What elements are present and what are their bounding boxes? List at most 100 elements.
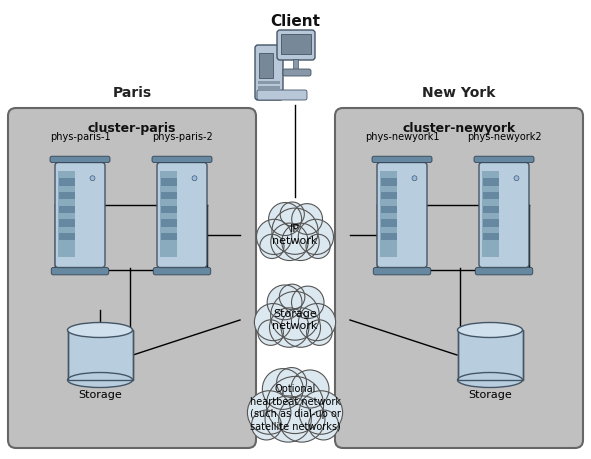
Bar — [256, 108, 335, 448]
FancyBboxPatch shape — [479, 162, 529, 268]
Bar — [59, 178, 74, 185]
Circle shape — [260, 234, 284, 258]
FancyBboxPatch shape — [277, 30, 315, 60]
Bar — [281, 34, 311, 54]
Ellipse shape — [457, 323, 522, 337]
Circle shape — [268, 202, 301, 235]
Bar — [161, 206, 177, 213]
FancyBboxPatch shape — [372, 156, 432, 162]
Bar — [67, 330, 132, 380]
Circle shape — [254, 303, 291, 341]
Bar — [161, 192, 177, 199]
Bar — [381, 178, 397, 185]
Circle shape — [291, 370, 329, 408]
Circle shape — [90, 176, 95, 181]
FancyBboxPatch shape — [377, 162, 427, 268]
Circle shape — [309, 410, 339, 440]
Text: Storage: Storage — [468, 390, 512, 400]
FancyBboxPatch shape — [51, 268, 109, 275]
Bar — [379, 171, 397, 257]
Bar — [59, 233, 74, 240]
FancyBboxPatch shape — [374, 268, 431, 275]
Circle shape — [256, 219, 292, 254]
Bar — [457, 330, 522, 380]
Text: phys-newyork2: phys-newyork2 — [467, 132, 541, 142]
Text: phys-paris-1: phys-paris-1 — [50, 132, 111, 142]
Circle shape — [277, 368, 307, 397]
Circle shape — [267, 285, 302, 320]
Bar — [482, 192, 498, 199]
Bar — [161, 178, 177, 185]
Circle shape — [298, 303, 336, 341]
Bar — [258, 81, 280, 84]
Bar — [160, 171, 177, 257]
Bar — [293, 59, 298, 69]
Circle shape — [306, 234, 330, 258]
Bar — [59, 206, 74, 213]
Circle shape — [412, 176, 417, 181]
Text: phys-newyork1: phys-newyork1 — [365, 132, 439, 142]
Bar — [482, 178, 498, 185]
Circle shape — [280, 202, 304, 226]
FancyBboxPatch shape — [474, 156, 534, 162]
Circle shape — [258, 320, 284, 345]
Circle shape — [272, 208, 318, 254]
FancyBboxPatch shape — [55, 162, 105, 268]
Ellipse shape — [67, 323, 132, 337]
Circle shape — [282, 223, 319, 261]
Circle shape — [279, 396, 325, 442]
Bar — [258, 86, 280, 90]
FancyBboxPatch shape — [152, 156, 212, 162]
Bar — [381, 206, 397, 213]
Circle shape — [271, 223, 308, 261]
FancyBboxPatch shape — [157, 162, 207, 268]
FancyBboxPatch shape — [255, 45, 283, 100]
Bar — [67, 330, 132, 380]
Ellipse shape — [457, 373, 522, 387]
Text: Optional
heartbeat network
(such as dial-up or
satellite networks): Optional heartbeat network (such as dial… — [249, 384, 340, 431]
Text: phys-paris-2: phys-paris-2 — [152, 132, 212, 142]
Bar — [381, 233, 397, 240]
Text: cluster-paris: cluster-paris — [88, 122, 176, 135]
Circle shape — [271, 291, 319, 340]
Text: cluster-newyork: cluster-newyork — [402, 122, 515, 135]
Text: New York: New York — [423, 86, 496, 100]
Bar — [482, 219, 498, 227]
Circle shape — [267, 376, 323, 434]
Circle shape — [192, 176, 197, 181]
FancyBboxPatch shape — [283, 69, 311, 76]
Ellipse shape — [67, 373, 132, 387]
Bar — [482, 206, 498, 213]
FancyBboxPatch shape — [335, 108, 583, 448]
Circle shape — [248, 391, 291, 434]
Bar — [482, 171, 499, 257]
Bar — [161, 219, 177, 227]
Circle shape — [298, 219, 333, 254]
Circle shape — [265, 396, 311, 442]
FancyBboxPatch shape — [153, 268, 211, 275]
Bar — [59, 219, 74, 227]
Text: Paris: Paris — [112, 86, 151, 100]
Bar — [259, 53, 273, 78]
FancyBboxPatch shape — [50, 156, 110, 162]
Bar — [381, 192, 397, 199]
Circle shape — [281, 308, 320, 347]
Bar — [161, 233, 177, 240]
Text: IP
network: IP network — [272, 224, 318, 246]
Text: Storage
network: Storage network — [272, 309, 318, 331]
Bar — [57, 171, 75, 257]
Circle shape — [307, 320, 332, 345]
Circle shape — [291, 286, 324, 319]
Circle shape — [280, 284, 305, 310]
Circle shape — [514, 176, 519, 181]
FancyBboxPatch shape — [8, 108, 256, 448]
Text: Client: Client — [270, 14, 320, 29]
FancyBboxPatch shape — [475, 268, 532, 275]
Circle shape — [262, 369, 303, 409]
FancyBboxPatch shape — [257, 90, 307, 100]
Bar — [381, 219, 397, 227]
Bar — [457, 330, 522, 380]
Circle shape — [299, 391, 343, 434]
Bar — [482, 233, 498, 240]
Circle shape — [269, 308, 309, 347]
